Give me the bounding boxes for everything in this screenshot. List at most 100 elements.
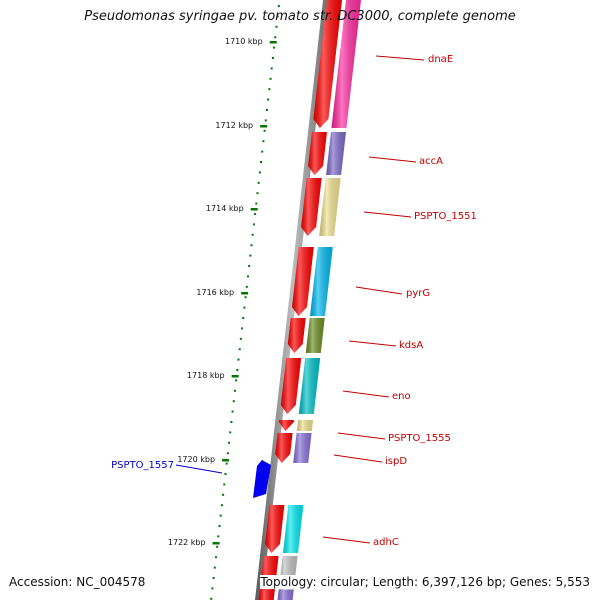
ruler-minor-tick (216, 545, 219, 548)
ruler-minor-tick (228, 441, 231, 444)
ruler-major-tick (250, 208, 258, 211)
ruler-minor-tick (270, 67, 273, 70)
ruler-minor-tick (239, 337, 242, 340)
ruler-minor-tick (212, 577, 215, 579)
ruler-minor-tick (252, 223, 255, 226)
ruler-minor-tick (232, 400, 235, 403)
ruler-minor-tick (251, 233, 254, 236)
ruler-minor-tick (274, 36, 277, 39)
cds-feature-shade (278, 420, 295, 431)
genome-summary-text: Topology: circular; Length: 6,397,126 bp… (260, 575, 590, 589)
label-leader-line (322, 536, 371, 544)
ruler-minor-tick (256, 192, 259, 195)
gene-feature-pyrG-shade (310, 247, 333, 316)
ruler-minor-tick (276, 15, 279, 18)
ruler-minor-tick (241, 327, 244, 330)
gene-feature-ispD-shade (293, 433, 312, 463)
ruler-minor-tick (243, 306, 246, 309)
ruler-minor-tick (265, 109, 268, 111)
ruler-major-tick (269, 41, 277, 44)
ruler-minor-tick (238, 348, 241, 351)
label-leader-line (363, 211, 412, 218)
ruler-tick-label: 1712 kbp (215, 121, 253, 130)
ruler-minor-tick (211, 587, 214, 590)
ruler-minor-tick (214, 556, 217, 559)
ruler-major-tick (241, 292, 249, 295)
ruler-minor-tick (271, 57, 274, 59)
label-leader-line (333, 454, 383, 463)
ruler-minor-tick (268, 88, 271, 91)
ruler-minor-tick (246, 275, 249, 278)
label-leader-line (175, 464, 223, 474)
gene-label[interactable]: PSPTO_1557 (111, 460, 174, 471)
ruler-major-tick (260, 125, 268, 128)
ruler-minor-tick (223, 483, 226, 486)
gene-label[interactable]: PSPTO_1555 (388, 433, 451, 444)
ruler-minor-tick (233, 389, 236, 392)
gene-labels: dnaE accA PSPTO_1551 pyrG kdsA eno PSPTO_1555i… (111, 54, 477, 548)
ruler-minor-tick (263, 129, 266, 132)
gene-label[interactable]: ispD (385, 456, 407, 467)
ruler-minor-tick (264, 119, 267, 122)
ruler-tick-label: 1722 kbp (168, 538, 206, 547)
gene-feature-adhC-shade (283, 505, 304, 553)
ruler-tick-label: 1718 kbp (187, 371, 225, 380)
ruler-minor-tick (269, 77, 272, 80)
gene-label[interactable]: dnaE (428, 54, 453, 65)
gene-track (253, 0, 361, 600)
ruler-minor-tick (248, 265, 251, 267)
ruler-tick-label: 1714 kbp (206, 204, 244, 213)
ruler-minor-tick (219, 514, 222, 517)
gene-label[interactable]: pyrG (406, 288, 430, 299)
ruler-minor-tick (262, 140, 265, 143)
ruler-tick-label: 1716 kbp (196, 288, 234, 297)
gene-feature-PSPTO_1551-shade (319, 178, 341, 236)
label-leader-line (348, 340, 397, 347)
label-leader-line (342, 390, 390, 398)
ruler-minor-tick (220, 504, 223, 507)
cds-feature-shade (275, 433, 293, 463)
ruler-minor-tick (277, 5, 280, 7)
ruler-minor-tick (213, 566, 216, 569)
gene-label[interactable]: PSPTO_1551 (414, 211, 477, 222)
ruler-major-tick (231, 375, 239, 378)
genome-title: Pseudomonas syringae pv. tomato str. DC3… (84, 9, 516, 24)
cds-feature-shade (265, 505, 285, 553)
ruler-minor-tick (237, 358, 240, 361)
cds-feature-shade (280, 358, 302, 414)
gene-label[interactable]: kdsA (399, 340, 423, 351)
gene-feature-eno-shade (298, 358, 321, 414)
label-leader-line (368, 156, 417, 163)
ruler-minor-tick (245, 285, 248, 288)
ruler-minor-tick (231, 410, 234, 413)
gene-label[interactable]: eno (392, 391, 411, 402)
gene-label[interactable]: adhC (373, 537, 399, 548)
ruler-minor-tick (224, 473, 227, 475)
label-leader-line (337, 432, 386, 440)
ruler-minor-tick (255, 202, 258, 205)
cds-feature-shade (258, 590, 275, 600)
ruler-minor-tick (236, 369, 239, 371)
gene-feature-PSPTO_1557[interactable] (253, 460, 271, 498)
ruler-track: 1710 kbp 1712 kbp 1714 kbp 1716 kbp 1718 kbp… (168, 5, 280, 600)
accession-text: Accession: NC_004578 (9, 575, 146, 589)
ruler-minor-tick (217, 535, 220, 538)
ruler-minor-tick (267, 98, 270, 101)
ruler-minor-tick (225, 462, 228, 465)
gene-feature-dnaE-shade (331, 0, 361, 128)
ruler-major-tick (212, 542, 220, 545)
ruler-minor-tick (261, 150, 264, 153)
gene-label[interactable]: accA (419, 156, 443, 167)
ruler-minor-tick (222, 493, 225, 496)
cds-feature-shade (287, 318, 306, 353)
gene-feature-unlabeled-shade (277, 590, 294, 600)
gene-feature-accA-shade (326, 132, 346, 175)
ruler-tick-label: 1710 kbp (225, 37, 263, 46)
ruler-minor-tick (250, 244, 253, 247)
ruler-minor-tick (210, 597, 213, 600)
ruler-minor-tick (242, 317, 245, 319)
ruler-minor-tick (258, 171, 261, 174)
ruler-minor-tick (230, 421, 233, 423)
ruler-tick-label: 1720 kbp (177, 455, 215, 464)
